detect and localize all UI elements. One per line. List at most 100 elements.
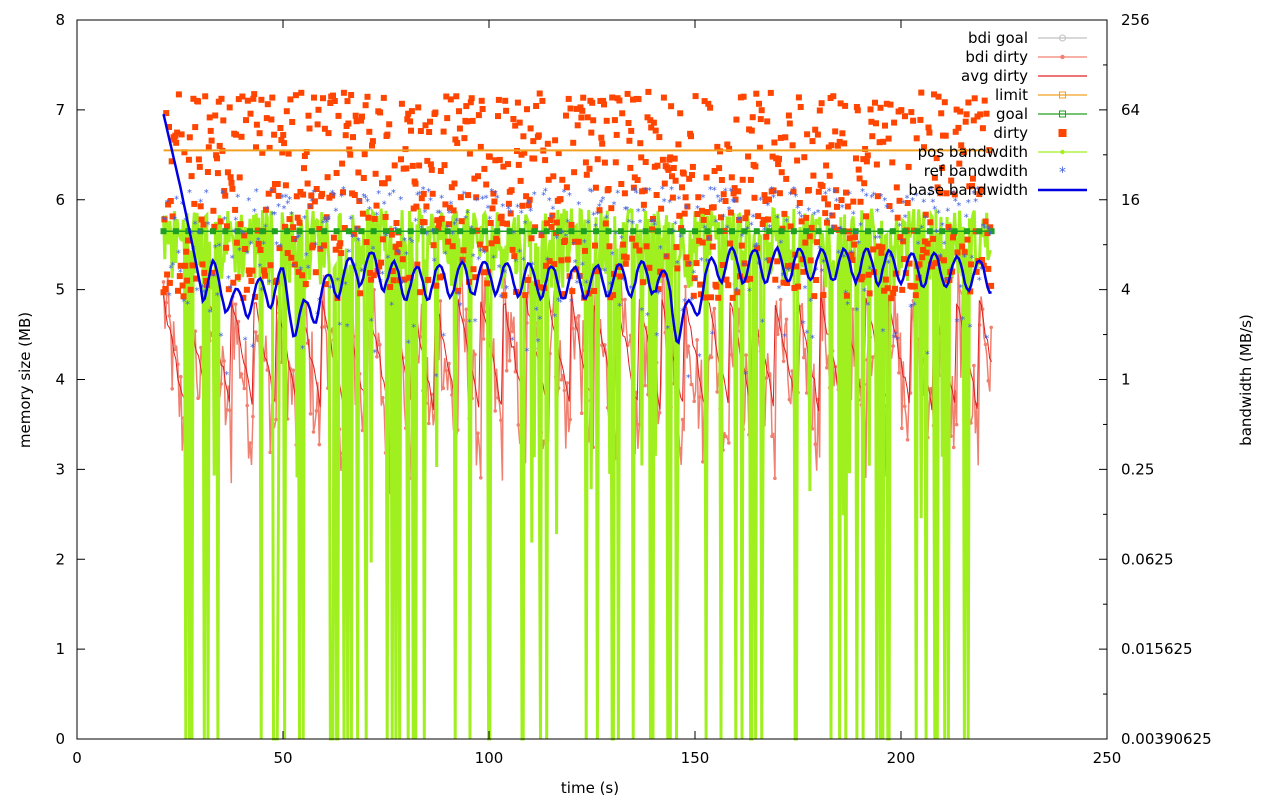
dirty-point bbox=[729, 294, 736, 301]
ref-bandwidth-point: * bbox=[289, 210, 294, 221]
dirty-point bbox=[620, 241, 627, 248]
dirty-point bbox=[445, 238, 452, 245]
ref-bandwidth-point: * bbox=[348, 215, 353, 226]
ref-bandwidth-point: * bbox=[704, 257, 709, 268]
dirty-point bbox=[846, 235, 853, 242]
bdi-dirty-point bbox=[479, 476, 483, 480]
dirty-point bbox=[901, 256, 907, 263]
dirty-point bbox=[636, 247, 643, 254]
ref-bandwidth-point: * bbox=[430, 227, 435, 238]
ref-bandwidth-point: * bbox=[725, 223, 730, 234]
ref-bandwidth-point: * bbox=[487, 215, 492, 226]
dirty-point bbox=[371, 215, 378, 222]
dirty-point bbox=[784, 280, 791, 286]
dirty-point bbox=[276, 245, 283, 252]
ref-bandwidth-point: * bbox=[886, 259, 891, 270]
dirty-point bbox=[684, 203, 691, 210]
ref-bandwidth-point: * bbox=[586, 219, 591, 230]
ref-bandwidth-point: * bbox=[858, 221, 863, 232]
dirty-point bbox=[393, 220, 400, 226]
dirty-point bbox=[370, 272, 377, 279]
ref-bandwidth-point: * bbox=[324, 217, 329, 228]
dirty-point bbox=[579, 107, 586, 114]
dirty-point bbox=[659, 156, 666, 163]
ref-bandwidth-point: * bbox=[308, 203, 313, 214]
dirty-point bbox=[826, 172, 833, 179]
bdi-dirty-point bbox=[225, 408, 229, 412]
dirty-point bbox=[761, 192, 768, 199]
dirty-point bbox=[598, 134, 605, 141]
dirty-point bbox=[558, 257, 565, 264]
legend-entry: goal bbox=[996, 105, 1087, 123]
dirty-point bbox=[312, 269, 319, 276]
ref-bandwidth-point: * bbox=[743, 370, 748, 381]
dirty-point bbox=[934, 184, 941, 191]
bdi-dirty-point bbox=[851, 307, 855, 312]
bdi-dirty-point bbox=[954, 422, 959, 427]
dirty-point bbox=[940, 257, 947, 264]
dirty-point bbox=[539, 97, 546, 104]
ref-bandwidth-point: * bbox=[825, 216, 830, 227]
dirty-point bbox=[971, 95, 978, 102]
dirty-point bbox=[536, 90, 543, 97]
y2-tick-label: 16 bbox=[1121, 191, 1140, 209]
dirty-point bbox=[248, 278, 255, 284]
ref-bandwidth-point: * bbox=[278, 242, 283, 253]
ref-bandwidth-point: * bbox=[625, 205, 630, 216]
ref-bandwidth-point: * bbox=[951, 188, 956, 199]
dirty-point bbox=[798, 218, 805, 225]
bdi-dirty-point bbox=[441, 386, 446, 391]
dirty-point bbox=[627, 164, 634, 171]
ref-bandwidth-point: * bbox=[643, 186, 648, 197]
ref-bandwidth-point: * bbox=[194, 286, 199, 297]
dirty-point bbox=[885, 135, 892, 142]
dirty-point bbox=[872, 99, 878, 106]
dirty-point bbox=[957, 108, 964, 115]
goal-point bbox=[457, 228, 464, 235]
ref-bandwidth-point: * bbox=[363, 193, 368, 204]
dirty-point bbox=[611, 117, 618, 124]
ref-bandwidth-point: * bbox=[443, 250, 448, 261]
dirty-point bbox=[772, 276, 779, 283]
ref-bandwidth-point: * bbox=[966, 198, 971, 209]
ref-bandwidth-point: * bbox=[600, 195, 605, 206]
bdi-dirty-point bbox=[657, 410, 662, 415]
dirty-point bbox=[177, 262, 184, 269]
dirty-point bbox=[793, 263, 800, 270]
dirty-point bbox=[214, 155, 220, 162]
ref-bandwidth-point: * bbox=[930, 197, 935, 208]
ref-bandwidth-point: * bbox=[274, 240, 279, 251]
ref-bandwidth-point: * bbox=[740, 232, 745, 243]
dirty-point bbox=[179, 282, 186, 289]
dirty-point bbox=[174, 129, 181, 136]
ref-bandwidth-point: * bbox=[239, 228, 244, 239]
dirty-point bbox=[515, 161, 522, 168]
dirty-point bbox=[736, 217, 743, 223]
goal-point bbox=[605, 228, 612, 235]
dirty-point bbox=[917, 116, 924, 123]
dirty-point bbox=[965, 99, 972, 106]
dirty-point bbox=[610, 292, 617, 299]
goal-point bbox=[259, 228, 266, 235]
ref-bandwidth-point: * bbox=[814, 266, 819, 277]
dirty-point bbox=[979, 125, 986, 132]
dirty-point bbox=[459, 256, 466, 263]
bdi-dirty-point bbox=[473, 352, 477, 357]
ref-bandwidth-point: * bbox=[823, 190, 828, 201]
dirty-point bbox=[377, 109, 384, 116]
dirty-point bbox=[813, 277, 820, 283]
dirty-point bbox=[804, 131, 811, 138]
dirty-point bbox=[198, 216, 205, 223]
goal-point bbox=[741, 228, 748, 235]
legend-label: ref bandwdith bbox=[924, 162, 1028, 180]
dirty-point bbox=[881, 287, 888, 294]
dirty-point bbox=[166, 124, 172, 130]
dirty-point bbox=[950, 234, 956, 241]
bdi-dirty-point bbox=[565, 381, 570, 385]
dirty-point bbox=[859, 273, 866, 280]
ref-bandwidth-point: * bbox=[387, 191, 392, 202]
dirty-point bbox=[532, 224, 539, 231]
ref-bandwidth-point: * bbox=[662, 197, 667, 208]
legend-entry: bdi goal bbox=[968, 29, 1087, 47]
dirty-point bbox=[420, 190, 427, 197]
